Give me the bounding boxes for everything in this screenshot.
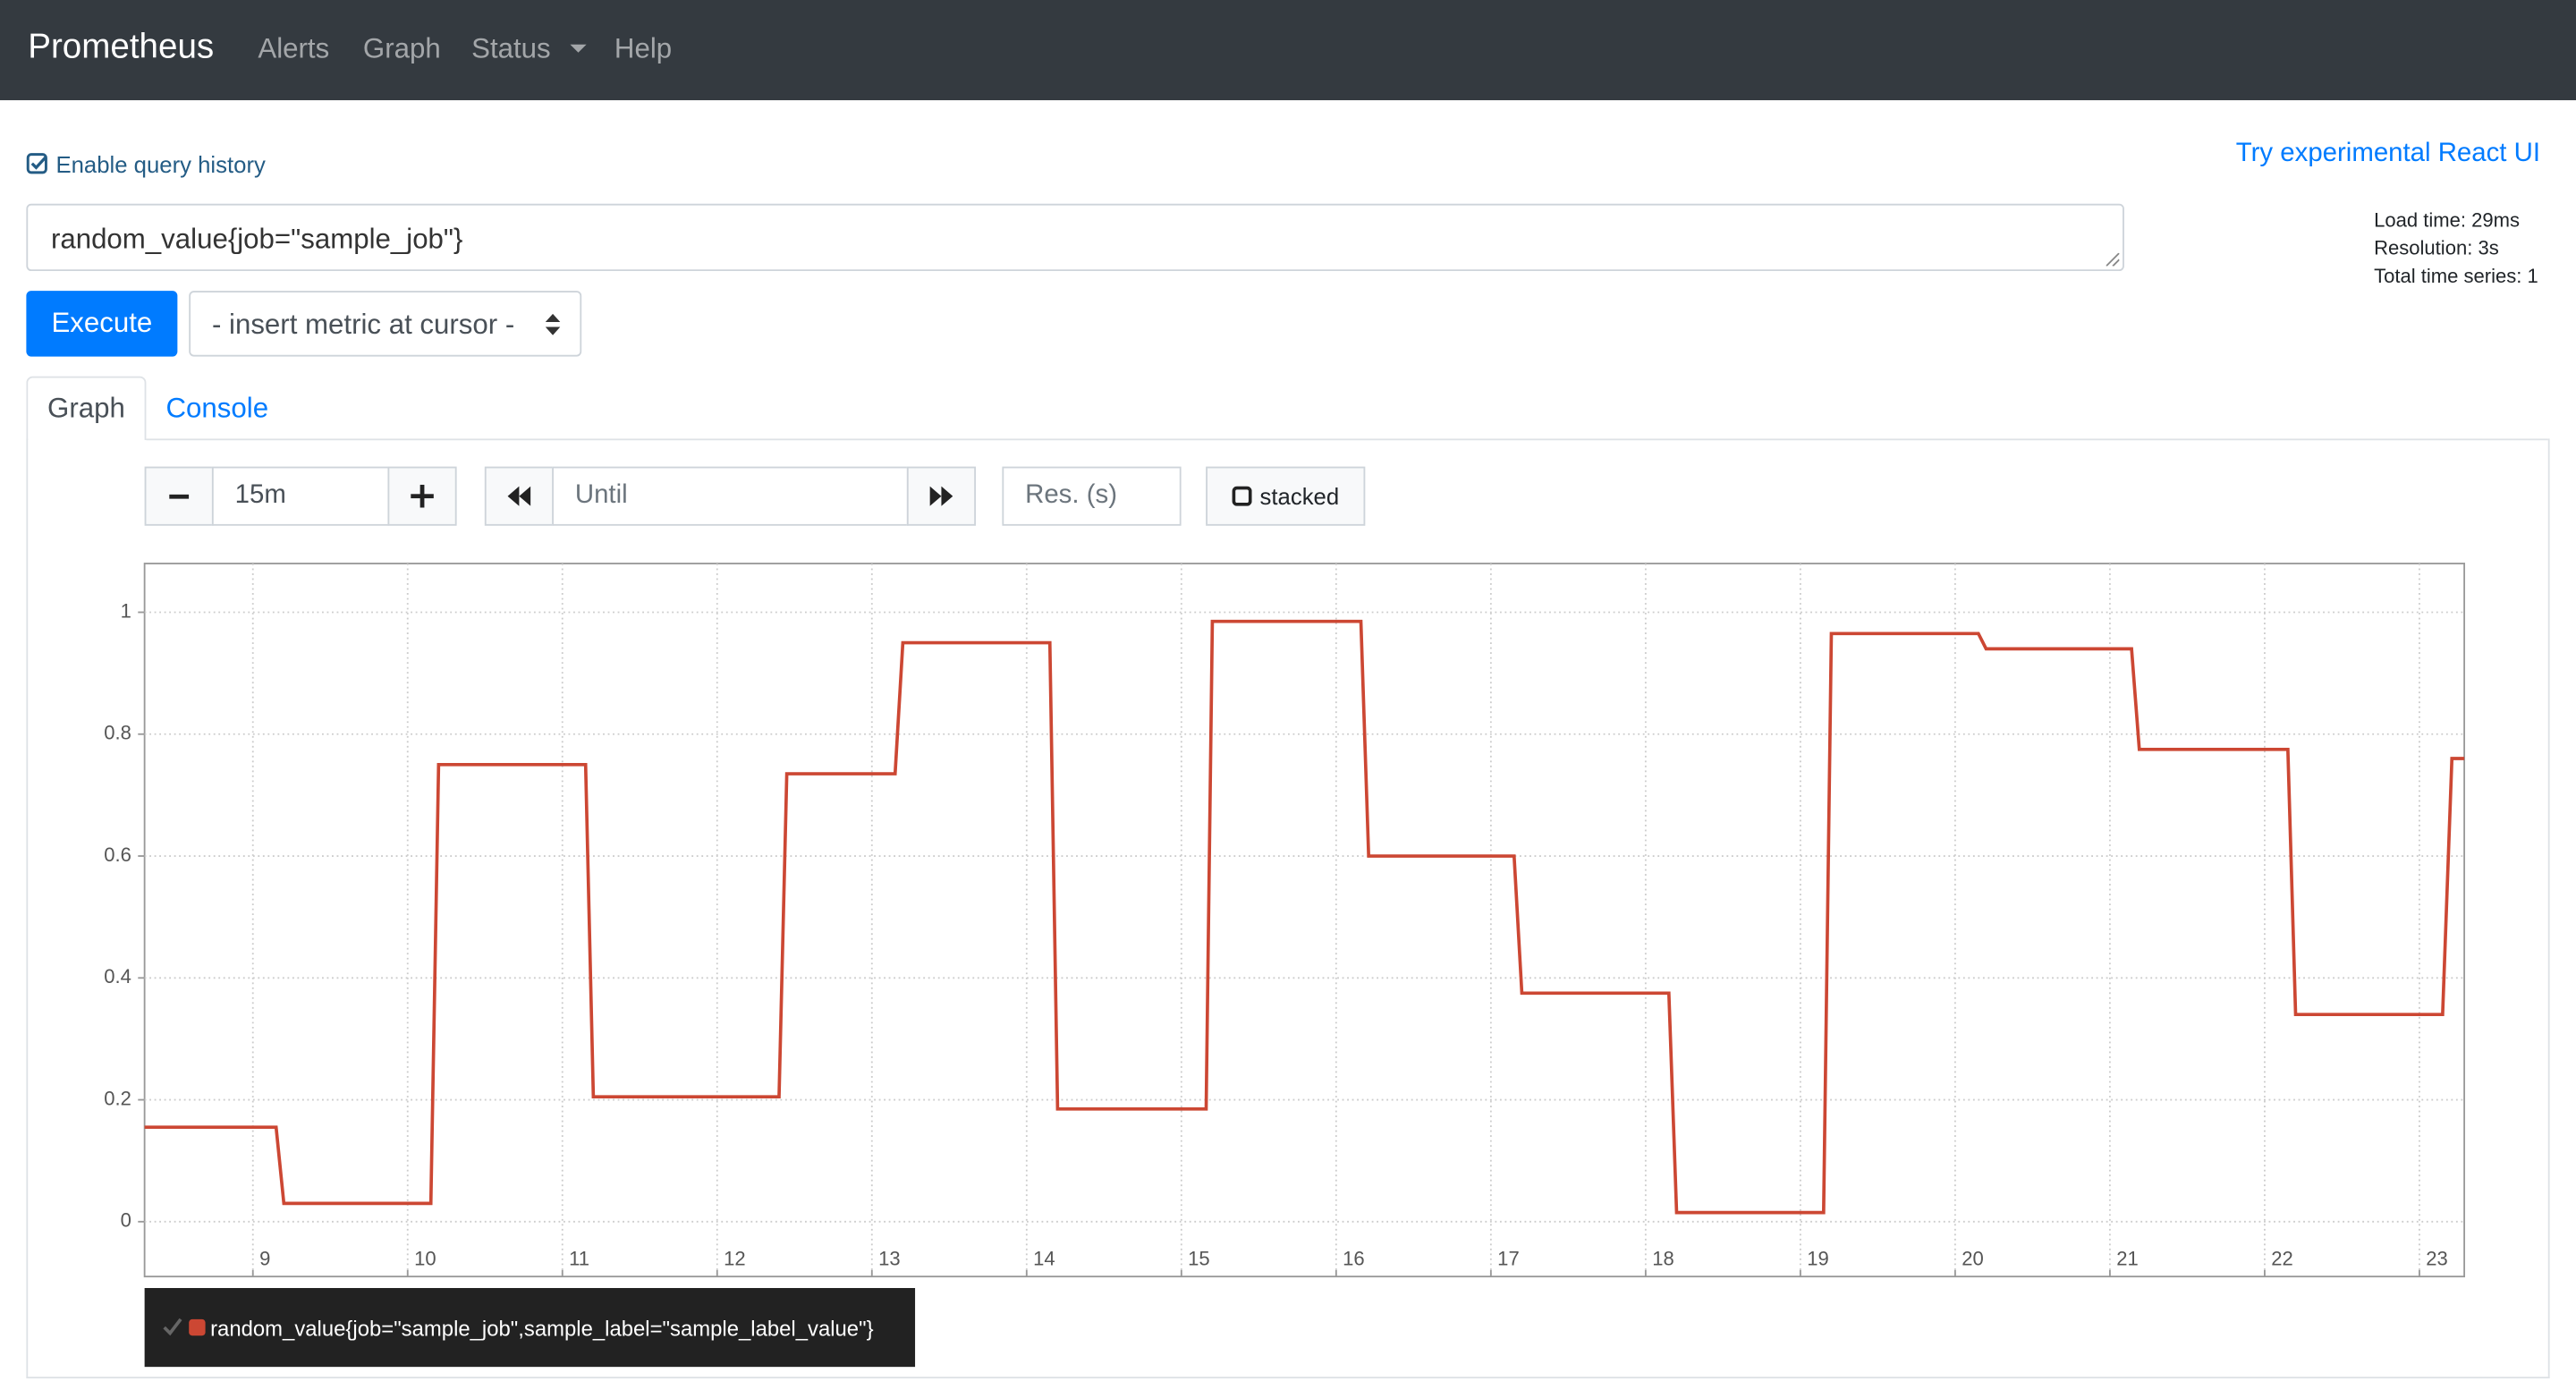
series-line [144, 619, 2465, 1215]
range-plus[interactable] [387, 466, 457, 526]
react-link[interactable]: Try experimental React UI [2235, 140, 2541, 168]
expression-input[interactable]: random_value{job="sample_job"} [26, 203, 2124, 272]
x-tick-label: 22 [2271, 1248, 2293, 1270]
stat: Resolution: 3s [2374, 236, 2499, 260]
stacked-icon [1232, 486, 1252, 506]
x-tick-label: 12 [724, 1248, 746, 1270]
legend: random_value{job="sample_job",sample_lab… [144, 1287, 916, 1368]
x-tick-label: 16 [1343, 1248, 1365, 1270]
resize-handle [2106, 252, 2120, 267]
y-tick-label: 1 [121, 599, 131, 622]
y-tick-label: 0.4 [104, 965, 131, 987]
legend-swatch [189, 1318, 206, 1336]
y-tick-label: 0.8 [104, 722, 131, 744]
resolution-input[interactable]: Res. (s) [1002, 466, 1182, 526]
x-tick-label: 14 [1033, 1248, 1055, 1270]
y-tick-label: 0.6 [104, 843, 131, 866]
x-tick-label: 9 [259, 1248, 270, 1270]
caret [570, 44, 587, 53]
brand[interactable]: Prometheus [28, 28, 215, 66]
query-history-toggle[interactable]: Enable query history [55, 150, 266, 178]
metric-select-text: - insert metric at cursor - [211, 309, 515, 341]
range-input[interactable]: 15m [211, 466, 390, 526]
x-tick-label: 21 [2116, 1248, 2139, 1270]
navbar: Prometheus Alerts Graph Status Help [0, 0, 2576, 101]
x-tick-label: 20 [1962, 1248, 1984, 1270]
y-tick-label: 0.2 [104, 1087, 131, 1109]
x-tick-label: 10 [414, 1248, 436, 1270]
checkbox-icon[interactable] [26, 153, 49, 176]
x-tick-label: 17 [1497, 1248, 1520, 1270]
stats: Load time: 29ms Resolution: 3s Total tim… [2374, 207, 2538, 291]
plot-area [143, 563, 2466, 1278]
nav-link[interactable]: Help [614, 32, 673, 64]
legend-check[interactable] [163, 1318, 182, 1336]
y-tick-label: 0 [121, 1209, 131, 1232]
x-tick-label: 19 [1807, 1248, 1829, 1270]
forward-icon [929, 486, 953, 506]
range-text: 15m [234, 481, 286, 510]
back-button[interactable] [484, 466, 554, 526]
back-icon [507, 486, 531, 506]
nav-link[interactable]: Status [471, 32, 551, 64]
stacked-button[interactable]: stacked [1206, 466, 1366, 526]
tab[interactable]: Console [165, 392, 269, 424]
stat: Total time series: 1 [2374, 264, 2538, 288]
stat: Load time: 29ms [2374, 208, 2521, 232]
legend-label[interactable]: random_value{job="sample_job",sample_lab… [210, 1316, 874, 1341]
execute-button[interactable]: Execute [26, 291, 178, 357]
x-tick-label: 15 [1188, 1248, 1210, 1270]
x-tick-label: 13 [878, 1248, 901, 1270]
x-tick-label: 11 [569, 1248, 589, 1270]
tab-active[interactable]: Graph [26, 376, 147, 441]
until-input[interactable]: Until [552, 466, 909, 526]
forward-button[interactable] [906, 466, 977, 526]
nav-link[interactable]: Graph [362, 32, 441, 64]
x-tick-label: 23 [2426, 1248, 2448, 1270]
graph-panel [26, 438, 2550, 1379]
until-placeholder: Until [574, 481, 628, 510]
plus-icon [411, 484, 434, 508]
x-tick-label: 18 [1652, 1248, 1674, 1270]
range-minus[interactable] [144, 466, 214, 526]
select-arrows [545, 313, 561, 335]
minus-icon [169, 494, 190, 499]
expression-text: random_value{job="sample_job"} [50, 223, 463, 255]
resolution-placeholder: Res. (s) [1025, 481, 1117, 510]
tab-rule [146, 438, 2548, 441]
metric-select[interactable]: - insert metric at cursor - [189, 291, 582, 357]
stacked-label: stacked [1259, 482, 1340, 510]
nav-link[interactable]: Alerts [258, 32, 330, 64]
